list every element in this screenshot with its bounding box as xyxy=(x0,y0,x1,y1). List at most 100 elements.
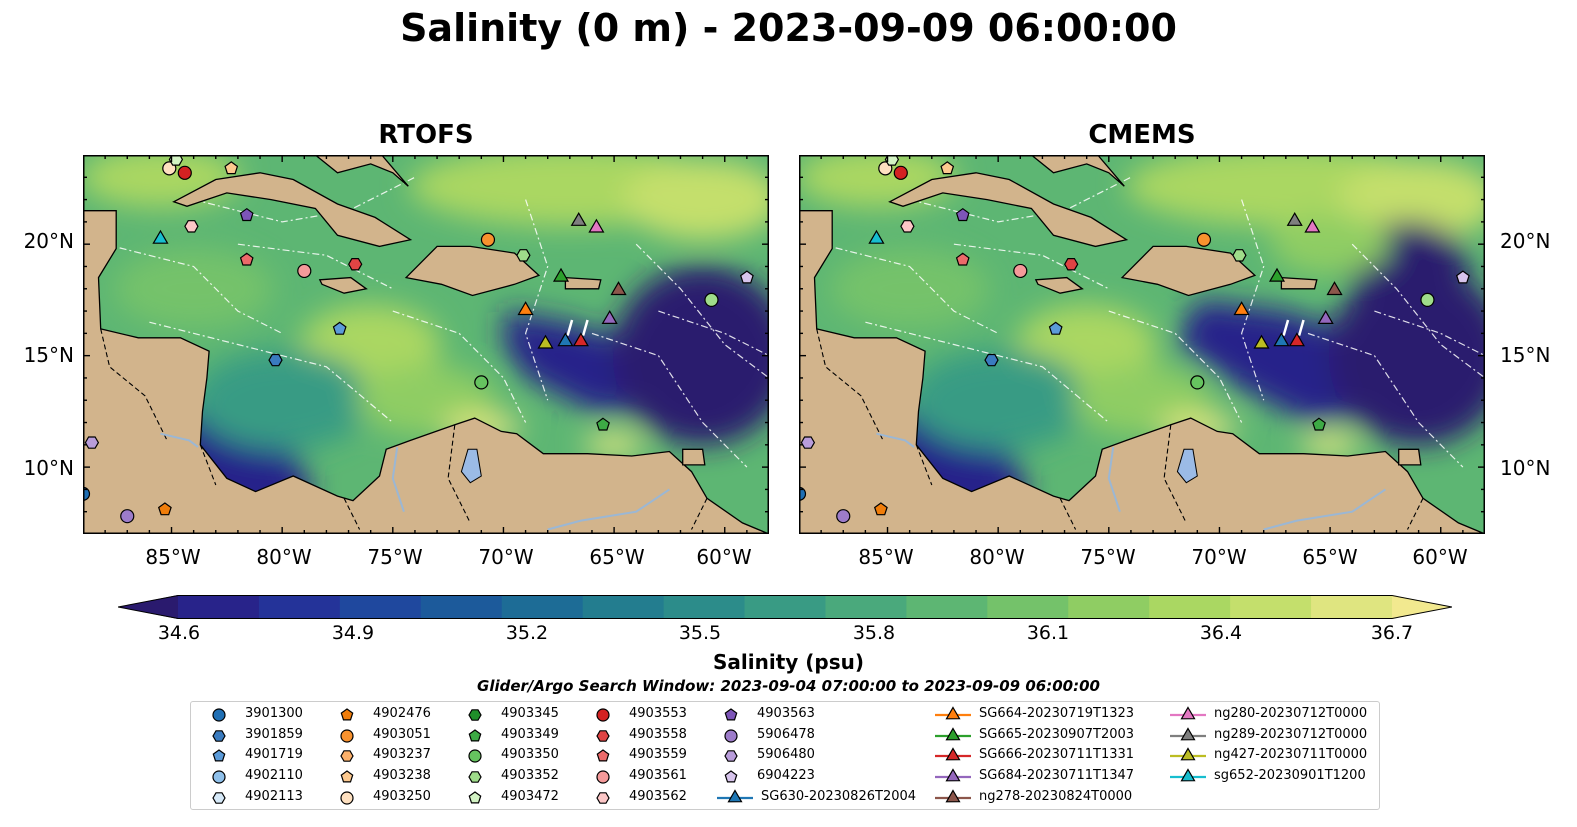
observation-marker[interactable] xyxy=(799,486,807,501)
legend-label: 3901859 xyxy=(245,726,303,742)
observation-marker[interactable] xyxy=(570,212,587,226)
map-panel-rtofs[interactable] xyxy=(83,155,769,534)
observation-marker[interactable] xyxy=(596,417,610,431)
observation-marker[interactable] xyxy=(610,281,627,296)
circle-marker-icon xyxy=(212,708,226,722)
circle-marker-icon xyxy=(596,770,610,784)
observation-marker[interactable] xyxy=(480,232,496,247)
map-panel-cmems[interactable] xyxy=(799,155,1485,534)
observation-marker[interactable] xyxy=(84,436,100,449)
observation-marker[interactable] xyxy=(474,375,489,390)
observation-marker[interactable] xyxy=(984,353,999,367)
legend-label: 6904223 xyxy=(757,768,815,784)
observation-marker[interactable] xyxy=(1317,310,1334,324)
observation-marker[interactable] xyxy=(1304,218,1321,233)
observation-marker[interactable] xyxy=(588,218,605,233)
panel-title-rtofs: RTOFS xyxy=(378,120,474,150)
legend-label: 4901719 xyxy=(245,747,303,763)
legend-label: 4903472 xyxy=(501,788,559,804)
observation-marker[interactable] xyxy=(955,207,970,222)
observation-marker[interactable] xyxy=(332,321,347,335)
lon-tick: 70°W xyxy=(478,545,534,569)
observation-marker[interactable] xyxy=(516,249,531,262)
lon-tick: 75°W xyxy=(367,545,423,569)
observation-marker[interactable] xyxy=(893,165,908,180)
hexagon-marker-icon xyxy=(468,771,482,783)
observation-marker[interactable] xyxy=(517,301,534,316)
legend-label: 4902113 xyxy=(245,788,303,804)
triangle-marker-icon xyxy=(717,789,753,803)
lat-tick-right: 20°N xyxy=(1500,229,1551,253)
observation-marker[interactable] xyxy=(552,267,570,282)
lon-tick: 60°W xyxy=(1412,545,1468,569)
observation-marker[interactable] xyxy=(297,263,312,279)
pentagon-marker-icon xyxy=(468,791,482,804)
colorbar-tick: 35.2 xyxy=(505,622,549,644)
observation-marker[interactable] xyxy=(1064,257,1079,271)
observation-marker[interactable] xyxy=(224,161,239,175)
observation-marker[interactable] xyxy=(1288,332,1305,347)
observation-marker[interactable] xyxy=(239,207,254,222)
colorbar-tick: 35.5 xyxy=(678,622,722,644)
observation-marker[interactable] xyxy=(557,332,574,347)
legend-label: 4903051 xyxy=(373,726,431,742)
observation-marker[interactable] xyxy=(873,502,888,516)
observation-marker[interactable] xyxy=(1420,292,1435,308)
observation-marker[interactable] xyxy=(1268,267,1286,282)
lon-tick: 75°W xyxy=(1080,545,1136,569)
observation-marker[interactable] xyxy=(239,252,254,266)
triangle-marker-icon xyxy=(1170,726,1206,741)
observation-marker[interactable] xyxy=(177,165,192,180)
observation-marker[interactable] xyxy=(900,220,915,233)
observation-marker[interactable] xyxy=(940,161,955,175)
triangle-marker-icon xyxy=(1170,706,1206,720)
observation-marker[interactable] xyxy=(348,257,363,271)
pentagon-marker-icon xyxy=(340,708,354,721)
colorbar-tick: 35.8 xyxy=(852,622,896,644)
observation-marker[interactable] xyxy=(1190,375,1205,390)
observation-marker[interactable] xyxy=(83,486,91,501)
observation-marker[interactable] xyxy=(836,509,851,524)
observation-marker[interactable] xyxy=(739,270,754,284)
observation-marker[interactable] xyxy=(1196,232,1212,247)
observation-marker[interactable] xyxy=(152,229,169,244)
salinity-colorbar xyxy=(118,595,1452,619)
observation-marker[interactable] xyxy=(601,310,618,324)
observation-marker[interactable] xyxy=(1048,321,1063,335)
observation-marker[interactable] xyxy=(868,229,885,244)
observation-marker[interactable] xyxy=(1312,417,1326,431)
observation-marker[interactable] xyxy=(1232,249,1247,262)
observation-marker[interactable] xyxy=(704,292,719,308)
legend-label: 5906478 xyxy=(757,726,815,742)
legend-label: 4903352 xyxy=(501,768,559,784)
observation-marker[interactable] xyxy=(1233,301,1250,316)
circle-marker-icon xyxy=(340,729,354,743)
observation-marker[interactable] xyxy=(157,502,172,516)
colorbar-label: Salinity (psu) xyxy=(712,650,864,674)
legend-label: SG665-20230907T2003 xyxy=(979,726,1135,742)
observation-marker[interactable] xyxy=(1455,270,1470,284)
observation-marker[interactable] xyxy=(1326,281,1343,296)
triangle-marker-icon xyxy=(1170,768,1206,782)
hexagon-marker-icon xyxy=(468,709,482,721)
lon-tick: 65°W xyxy=(1302,545,1358,569)
search-window-text: Glider/Argo Search Window: 2023-09-04 07… xyxy=(477,677,1100,695)
observation-marker[interactable] xyxy=(1286,212,1303,226)
colorbar-tick: 34.6 xyxy=(157,622,201,644)
observation-marker[interactable] xyxy=(1253,334,1270,349)
observation-marker[interactable] xyxy=(800,436,816,449)
observation-marker[interactable] xyxy=(884,155,900,166)
triangle-marker-icon xyxy=(935,706,971,720)
observation-marker[interactable] xyxy=(268,353,283,367)
observation-marker[interactable] xyxy=(537,334,554,349)
observation-marker[interactable] xyxy=(184,220,199,233)
triangle-marker-icon xyxy=(935,768,971,782)
observation-marker[interactable] xyxy=(120,509,135,524)
observation-marker[interactable] xyxy=(955,252,970,266)
observation-marker[interactable] xyxy=(572,332,589,347)
legend-label: 4903562 xyxy=(629,788,687,804)
observation-marker[interactable] xyxy=(168,155,184,166)
pentagon-marker-icon xyxy=(596,749,610,762)
observation-marker[interactable] xyxy=(1013,263,1028,279)
observation-marker[interactable] xyxy=(1273,332,1290,347)
